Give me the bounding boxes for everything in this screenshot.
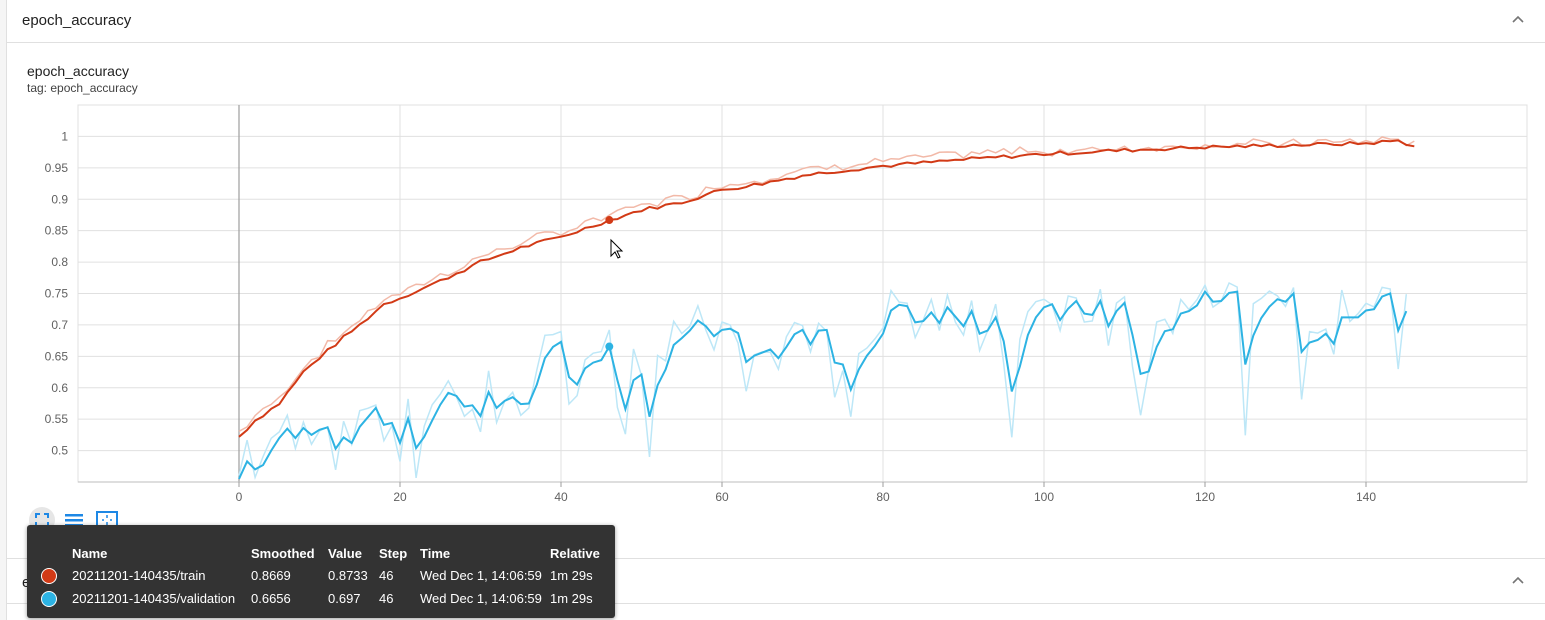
x-tick-label: 40 xyxy=(554,490,568,504)
y-tick-label: 0.85 xyxy=(45,224,69,238)
row-train-relative: 1m 29s xyxy=(550,568,593,583)
data-tooltip: Name Smoothed Value Step Time Relative 2… xyxy=(27,525,615,618)
train-swatch xyxy=(41,568,57,584)
mouse-cursor-icon xyxy=(610,238,624,259)
x-tick-label: 20 xyxy=(393,490,407,504)
row-train-step: 46 xyxy=(379,568,394,583)
validation-smoothed-line xyxy=(238,289,1408,480)
y-tick-label: 0.5 xyxy=(51,444,68,458)
y-tick-label: 0.8 xyxy=(51,255,68,269)
row-validation-time: Wed Dec 1, 14:06:59 xyxy=(420,591,542,606)
header-smoothed: Smoothed xyxy=(251,546,315,561)
chevron-up-icon[interactable] xyxy=(1510,12,1526,28)
y-tick-label: 0.65 xyxy=(45,349,69,363)
train-highlight-point xyxy=(605,216,614,225)
row-validation-value: 0.697 xyxy=(328,591,361,606)
y-tick-label: 0.7 xyxy=(51,318,68,332)
y-tick-label: 0.9 xyxy=(51,192,68,206)
header-relative: Relative xyxy=(550,546,600,561)
fullscreen-icon xyxy=(35,513,49,527)
row-validation-smoothed: 0.6656 xyxy=(251,591,291,606)
chevron-up-icon[interactable] xyxy=(1510,573,1526,589)
y-tick-label: 1 xyxy=(61,129,68,143)
validation-swatch xyxy=(41,591,57,607)
x-tick-label: 80 xyxy=(876,490,890,504)
chart-tag: tag: epoch_accuracy xyxy=(27,81,138,95)
validation-highlight-point xyxy=(605,342,614,351)
header-name: Name xyxy=(72,546,108,561)
chart-title: epoch_accuracy xyxy=(27,63,129,79)
section-title: epoch_accuracy xyxy=(22,12,132,29)
header-step: Step xyxy=(379,546,408,561)
y-tick-label: 0.6 xyxy=(51,381,68,395)
x-tick-label: 0 xyxy=(236,490,243,504)
row-train-value: 0.8733 xyxy=(328,568,368,583)
header-time: Time xyxy=(420,546,451,561)
header-value: Value xyxy=(328,546,362,561)
section-header[interactable]: epoch_accuracy xyxy=(7,0,1545,43)
train-raw-line xyxy=(238,136,1415,432)
y-tick-label: 0.75 xyxy=(45,287,69,301)
row-train-smoothed: 0.8669 xyxy=(251,568,291,583)
x-tick-label: 60 xyxy=(715,490,729,504)
y-tick-label: 0.55 xyxy=(45,412,69,426)
row-validation-name: 20211201-140435/validation xyxy=(72,591,236,606)
validation-raw-line xyxy=(238,281,1408,481)
row-train-name: 20211201-140435/train xyxy=(72,568,206,583)
train-smoothed-line xyxy=(238,139,1415,438)
x-tick-label: 120 xyxy=(1195,490,1215,504)
y-tick-label: 0.95 xyxy=(45,161,69,175)
row-validation-relative: 1m 29s xyxy=(550,591,593,606)
row-train-time: Wed Dec 1, 14:06:59 xyxy=(420,568,542,583)
row-validation-step: 46 xyxy=(379,591,394,606)
x-tick-label: 100 xyxy=(1034,490,1054,504)
x-tick-label: 140 xyxy=(1356,490,1376,504)
